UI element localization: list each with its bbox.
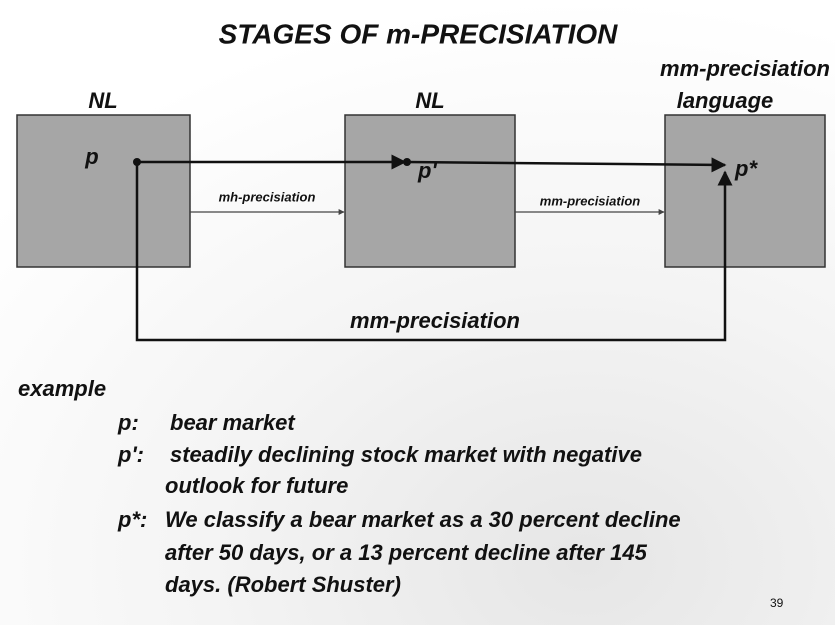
item-text: outlook for future [165,473,348,498]
node-label: p' [417,158,437,183]
title: STAGES OF m-PRECISIATION [219,18,619,49]
box-label: NL [88,88,117,113]
item-text: steadily declining stock market with neg… [170,442,642,467]
box [16,114,191,268]
box [664,114,826,268]
item-key: p': [117,442,144,467]
example-heading: example [18,376,106,401]
item-text: We classify a bear market as a 30 percen… [165,507,681,532]
box-label: language [677,88,774,113]
node-label: p [84,144,98,169]
page-number: 39 [770,596,784,610]
edge-label: mm-precisiation [350,308,520,333]
box-label: mm-precisiation [660,56,830,81]
arrow [406,157,727,173]
item-text: after 50 days, or a 13 percent decline a… [165,540,648,565]
box [344,114,516,268]
edge-label: mh-precisiation [219,189,316,204]
item-key: p*: [117,507,147,532]
box-label: NL [415,88,444,113]
node-label: p* [734,156,758,181]
edge-label: mm-precisiation [540,193,640,208]
item-key: p: [117,410,139,435]
arrow [135,162,733,342]
item-text: bear market [170,410,296,435]
item-text: days. (Robert Shuster) [165,572,401,597]
